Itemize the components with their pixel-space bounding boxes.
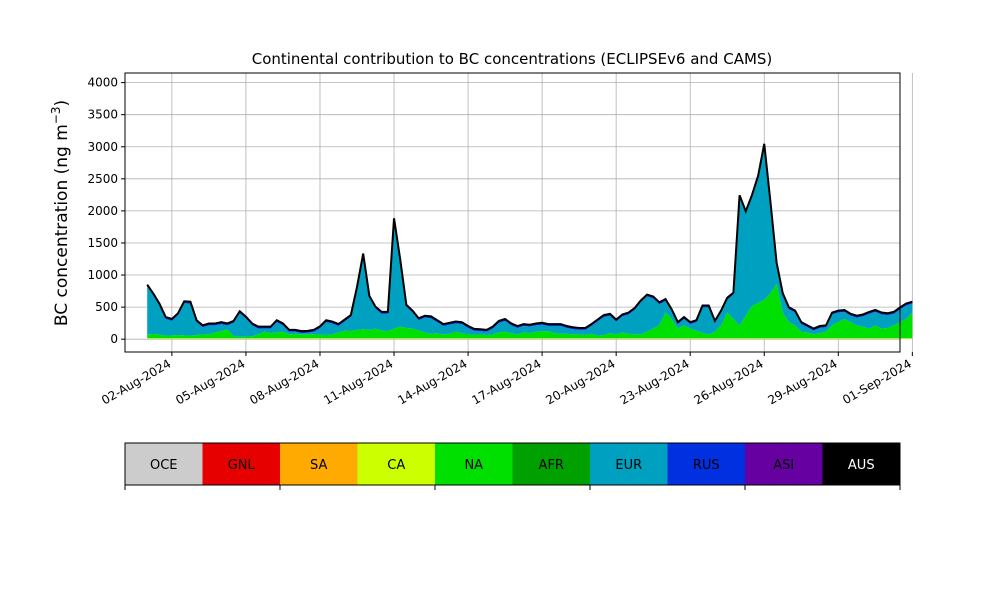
- legend-swatch-rus: [667, 443, 745, 485]
- legend-swatch-aus: [822, 443, 900, 485]
- legend-label-ca: CA: [387, 458, 405, 473]
- stacked-areas: [146, 143, 913, 340]
- y-tick-label: 2500: [87, 172, 118, 186]
- y-tick-label: 3500: [87, 108, 118, 122]
- legend-label-sa: SA: [310, 458, 327, 473]
- color-legend: OCE GNL SA CA NA AFR EUR RUS ASI AUS: [124, 442, 901, 490]
- x-tick-label: 23-Aug-2024: [617, 356, 691, 407]
- y-axis-label: BC concentration (ng m−3): [49, 100, 72, 326]
- area-aus: [147, 143, 913, 332]
- chart-title: Continental contribution to BC concentra…: [252, 50, 773, 68]
- legend-swatch-na: [435, 443, 513, 485]
- x-tick-label: 17-Aug-2024: [469, 356, 543, 407]
- y-tick-label: 500: [95, 300, 118, 314]
- legend-label-afr: AFR: [539, 458, 564, 473]
- legend-swatch-asi: [745, 443, 823, 485]
- area-na: [147, 283, 913, 339]
- y-axis-label-close: ): [52, 100, 72, 107]
- x-tick-label: 14-Aug-2024: [395, 356, 469, 407]
- y-tick-label: 1500: [87, 236, 118, 250]
- legend-swatch-sa: [280, 443, 358, 485]
- legend-label-na: NA: [464, 458, 483, 473]
- total-line: [146, 143, 913, 333]
- y-tick-label: 4000: [87, 76, 118, 90]
- x-tick-label: 01-Sep-2024: [840, 356, 914, 407]
- legend-swatch-ca: [357, 443, 435, 485]
- x-tick-label: 08-Aug-2024: [247, 356, 321, 407]
- area-eur: [147, 145, 913, 337]
- y-tick-label: 0: [110, 332, 118, 346]
- legend-swatch-eur: [590, 443, 668, 485]
- area-ca: [147, 338, 913, 339]
- legend-label-rus: RUS: [693, 458, 720, 473]
- y-tick-label: 2000: [87, 204, 118, 218]
- x-tick-label: 20-Aug-2024: [543, 356, 617, 407]
- legend-label-asi: ASI: [773, 458, 794, 473]
- legend-label-eur: EUR: [615, 458, 642, 473]
- x-tick-label: 29-Aug-2024: [766, 356, 840, 407]
- legend-label-aus: AUS: [848, 458, 875, 473]
- plot-frame: [124, 72, 901, 353]
- y-tick-label: 1000: [87, 268, 118, 282]
- legend-swatch-afr: [512, 443, 590, 485]
- y-tick-label: 3000: [87, 140, 118, 154]
- x-tick-label: 26-Aug-2024: [692, 356, 766, 407]
- legend-label-gnl: GNL: [228, 458, 256, 473]
- area-rus: [147, 144, 913, 334]
- x-tick-label: 05-Aug-2024: [173, 356, 247, 407]
- legend-swatch-oce: [125, 443, 203, 485]
- legend-label-oce: OCE: [150, 458, 178, 473]
- legend-swatch-gnl: [202, 443, 280, 485]
- x-tick-label: 11-Aug-2024: [321, 356, 395, 407]
- y-axis-label-superscript: −3: [49, 106, 63, 124]
- axes: 0 500 1000 1500 2000 2500 3000 3500 4000 02-Aug-2…: [87, 72, 914, 407]
- legend-frame: [124, 442, 901, 486]
- x-tick-label: 02-Aug-2024: [99, 356, 173, 407]
- area-asi: [147, 144, 913, 332]
